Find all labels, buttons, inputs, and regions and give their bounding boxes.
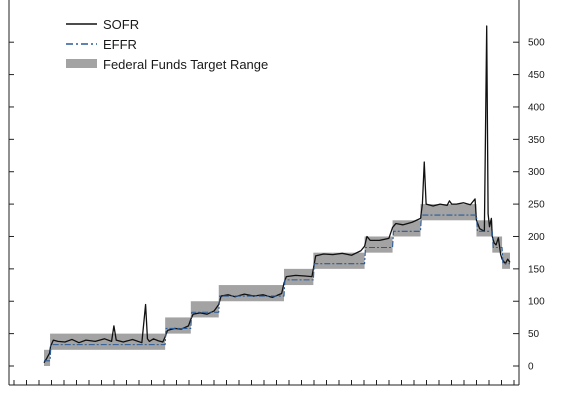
y-tick-label-100: 100: [528, 297, 545, 308]
target-range-step-12: [502, 252, 510, 269]
y-tick-label-250: 250: [528, 200, 545, 211]
target-range-step-9: [420, 204, 477, 221]
y-tick-label-150: 150: [528, 264, 545, 275]
y-tick-label-350: 350: [528, 135, 545, 146]
y-tick-label-50: 50: [528, 329, 540, 340]
plot-area: [43, 25, 511, 366]
legend-target-range-swatch: [66, 59, 97, 68]
legend-target-range-label: Federal Funds Target Range: [103, 57, 268, 72]
y-tick-label-400: 400: [528, 102, 545, 113]
y-tick-label-200: 200: [528, 232, 545, 243]
legend-effr-label: EFFR: [103, 37, 137, 52]
target-range-step-2: [165, 317, 191, 334]
y-axis: 0 50 100 150 200 250 300 350 400 450 500: [9, 38, 545, 373]
y-tick-label-300: 300: [528, 167, 545, 178]
target-range-step-1: [50, 333, 166, 350]
legend: SOFR EFFR Federal Funds Target Range: [66, 17, 268, 72]
y-tick-label-450: 450: [528, 70, 545, 81]
series-line-effr: [44, 214, 510, 362]
target-range-step-5: [283, 268, 314, 286]
target-range-step-8: [392, 220, 421, 237]
y-tick-label-0: 0: [528, 362, 534, 373]
series-line-sofr: [43, 25, 511, 364]
target-range-step-11: [492, 236, 503, 253]
y-tick-label-500: 500: [528, 38, 545, 49]
legend-sofr-label: SOFR: [103, 17, 139, 32]
target-range-step-4: [218, 285, 284, 302]
target-range-step-6: [313, 252, 365, 269]
x-axis: [13, 380, 515, 385]
